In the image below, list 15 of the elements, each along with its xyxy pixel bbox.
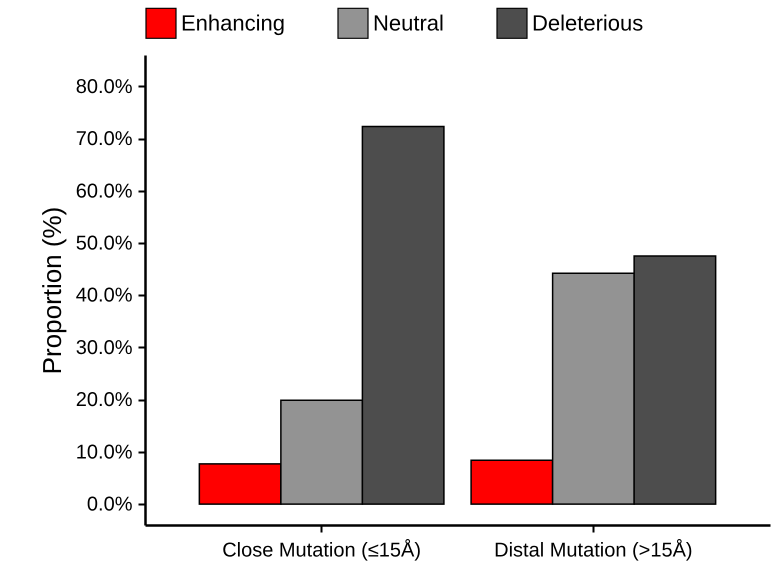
- y-tick-label: 20.0%: [76, 389, 133, 412]
- x-tick-label: Distal Mutation (>15Å): [494, 538, 693, 562]
- y-tick-label: 30.0%: [76, 336, 133, 359]
- y-tick-label: 40.0%: [76, 284, 133, 307]
- y-tick-label: 0.0%: [86, 494, 133, 516]
- y-tick-label: 70.0%: [76, 128, 133, 150]
- x-tick-label: Close Mutation (≤15Å): [222, 538, 422, 562]
- y-tick-label: 10.0%: [76, 441, 133, 464]
- y-tick-label: 60.0%: [76, 180, 133, 202]
- y-tick-label: 80.0%: [76, 76, 133, 98]
- y-tick-label: 50.0%: [76, 232, 133, 254]
- legend-label: Neutral: [373, 10, 444, 36]
- legend-label: Enhancing: [181, 10, 285, 36]
- y-axis-title: Proportion (%): [36, 206, 67, 374]
- legend-label: Deleterious: [532, 10, 644, 36]
